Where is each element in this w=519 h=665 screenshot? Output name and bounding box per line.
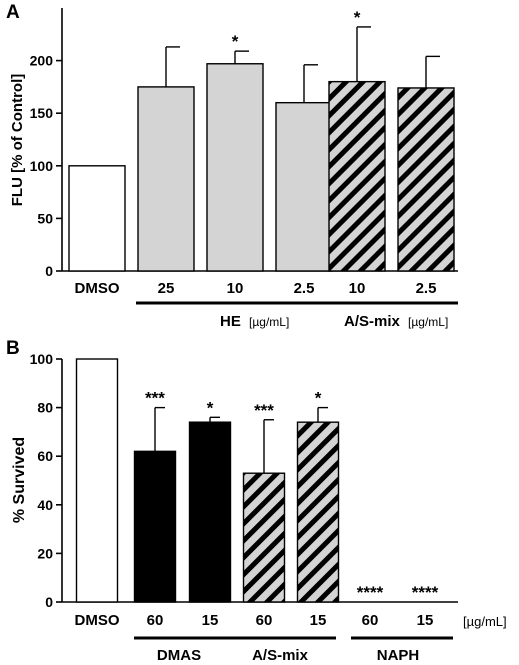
panel-b-x-tick-label: 15	[417, 612, 434, 629]
panel-b-y-tick-label: 20	[37, 545, 53, 561]
panel-b-y-tick-label: 60	[37, 448, 53, 464]
panel-a-x-tick-label: DMSO	[75, 280, 120, 297]
panel-b-unit: [µg/mL]	[463, 614, 507, 629]
panel-a-group-as-name: A/S-mix	[344, 313, 401, 330]
panel-a-y-tick-label: 50	[37, 210, 53, 226]
panel-b-bar	[75, 358, 119, 603]
panel-b-bar	[188, 421, 232, 603]
panel-a-group-he: HE [µg/mL]	[220, 313, 289, 330]
panel-b-group-as: A/S-mix	[252, 647, 309, 664]
panel-a-bar	[137, 86, 195, 272]
panel-a-y-tick-label: 100	[30, 158, 54, 174]
panel-a-label: A	[6, 2, 20, 23]
panel-b-bar	[242, 472, 286, 603]
panel-a-x-tick-label: 10	[349, 280, 366, 297]
panel-a-group-as: A/S-mix [µg/mL]	[344, 313, 448, 330]
panel-b-significance-label: ***	[254, 401, 274, 420]
panel-a-bar	[397, 87, 455, 272]
panel-b-significance-label: ***	[145, 389, 165, 408]
panel-b-x-tick-label: 15	[202, 612, 219, 629]
panel-b-y-tick-label: 40	[37, 497, 53, 513]
panel-b-significance-label: ****	[412, 583, 439, 602]
panel-b-y-tick-label: 0	[45, 594, 53, 610]
panel-a-x-tick-label: 2.5	[294, 280, 315, 297]
panel-a-bar	[328, 80, 386, 272]
panel-a-x-tick-label: 25	[158, 280, 175, 297]
panel-b-y-axis-label: % Survived	[11, 437, 28, 523]
panel-b-significance-label: *	[207, 398, 214, 417]
panel-b-label: B	[6, 338, 20, 359]
panel-a-significance-label: *	[354, 8, 361, 27]
panel-a-group-he-unit: [µg/mL]	[249, 315, 289, 329]
panel-b-bar	[133, 450, 177, 603]
panel-b-significance-label: *	[315, 389, 322, 408]
panel-a-y-tick-label: 150	[30, 105, 54, 121]
panel-b-group-naph: NAPH	[377, 647, 420, 664]
panel-a-y-tick-label: 200	[30, 53, 54, 69]
panel-a-y-tick-label: 0	[45, 263, 53, 279]
panel-a-bar	[68, 165, 126, 272]
panel-b-bar	[296, 421, 340, 603]
panel-b-x-tick-label: 60	[147, 612, 164, 629]
panel-a-x-tick-label: 10	[227, 280, 244, 297]
panel-b-x-tick-label: 60	[362, 612, 379, 629]
panel-b-y-tick-label: 100	[30, 351, 54, 367]
panel-a-bar	[206, 63, 264, 272]
panel-a-group-as-unit: [µg/mL]	[408, 315, 448, 329]
panel-b-x-tick-label: DMSO	[75, 612, 120, 629]
panel-b-y-tick-label: 80	[37, 400, 53, 416]
panel-b-group-dmas: DMAS	[157, 647, 201, 664]
panel-a-group-he-name: HE	[220, 313, 241, 330]
panel-a-chart: 0 50 100 150 200 DMSO 25 * 10 2.5 * 10 2.5	[30, 8, 458, 305]
panel-b-x-tick-label: 15	[310, 612, 327, 629]
panel-b-x-tick-label: 60	[256, 612, 273, 629]
panel-b-chart: 0 20 40 60 80 100 DMSO *** 60 * 15 *** 60 * 15 **** 60 **…	[30, 351, 458, 640]
panel-a-x-tick-label: 2.5	[416, 280, 437, 297]
panel-a-y-axis-label: FLU [% of Control]	[9, 74, 26, 206]
panel-a-significance-label: *	[232, 32, 239, 51]
panel-a-bar	[275, 101, 333, 272]
panel-b-significance-label: ****	[357, 583, 384, 602]
